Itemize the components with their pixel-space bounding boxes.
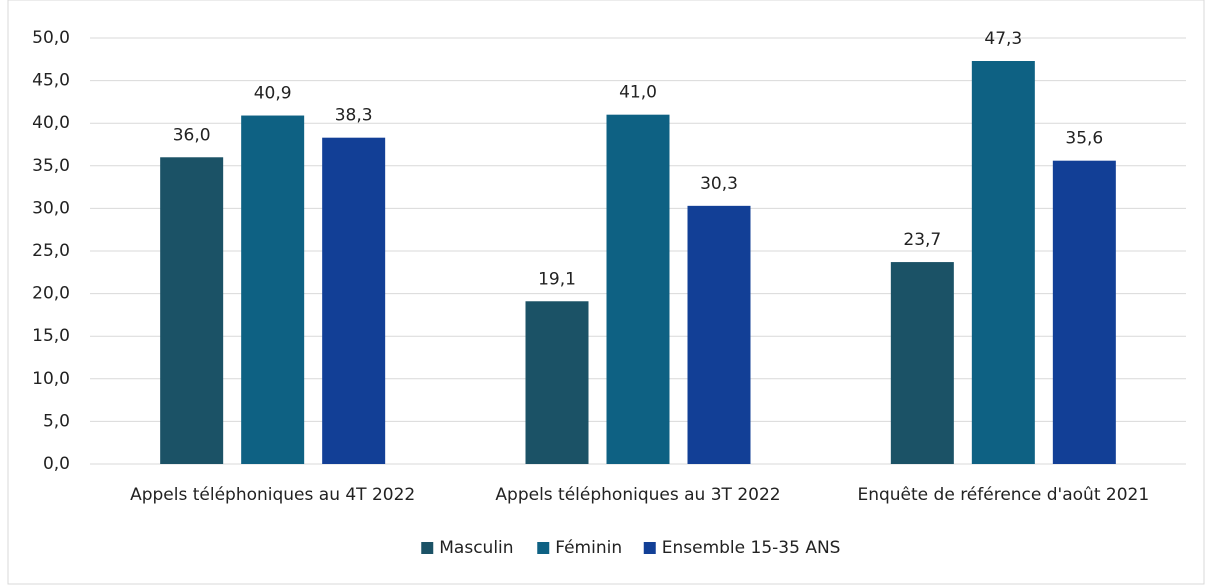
bar bbox=[160, 157, 224, 464]
data-label: 30,3 bbox=[700, 174, 738, 194]
y-tick-label: 40,0 bbox=[32, 113, 70, 133]
bar bbox=[241, 115, 305, 465]
bar bbox=[1052, 160, 1116, 465]
bar bbox=[525, 301, 589, 464]
legend-label: Féminin bbox=[555, 538, 622, 558]
data-label: 40,9 bbox=[254, 84, 292, 104]
data-label: 35,6 bbox=[1065, 129, 1103, 149]
bar bbox=[606, 114, 670, 465]
y-tick-label: 30,0 bbox=[32, 198, 70, 218]
y-tick-label: 5,0 bbox=[43, 411, 70, 431]
legend-label: Masculin bbox=[439, 538, 513, 558]
legend-swatch bbox=[421, 542, 434, 554]
data-label: 23,7 bbox=[903, 230, 941, 250]
y-tick-label: 10,0 bbox=[32, 369, 70, 389]
legend-swatch bbox=[643, 542, 656, 554]
bar bbox=[322, 137, 386, 464]
bar bbox=[687, 205, 751, 464]
y-tick-label: 50,0 bbox=[32, 28, 70, 48]
y-tick-label: 15,0 bbox=[32, 326, 70, 346]
y-tick-label: 35,0 bbox=[32, 156, 70, 176]
bar bbox=[971, 61, 1035, 465]
data-label: 41,0 bbox=[619, 83, 657, 103]
legend-swatch bbox=[537, 542, 550, 554]
x-tick-label: Enquête de référence d'août 2021 bbox=[857, 485, 1149, 505]
legend-label: Ensemble 15-35 ANS bbox=[662, 538, 841, 558]
x-tick-label: Appels téléphoniques au 3T 2022 bbox=[495, 485, 780, 505]
y-tick-label: 0,0 bbox=[43, 454, 70, 474]
data-label: 19,1 bbox=[538, 269, 576, 289]
data-label: 38,3 bbox=[335, 106, 373, 126]
y-tick-label: 25,0 bbox=[32, 241, 70, 261]
x-tick-label: Appels téléphoniques au 4T 2022 bbox=[130, 485, 415, 505]
y-tick-label: 45,0 bbox=[32, 71, 70, 91]
data-label: 36,0 bbox=[173, 125, 211, 145]
bar bbox=[890, 262, 954, 464]
y-tick-label: 20,0 bbox=[32, 284, 70, 304]
data-label: 47,3 bbox=[984, 29, 1022, 49]
